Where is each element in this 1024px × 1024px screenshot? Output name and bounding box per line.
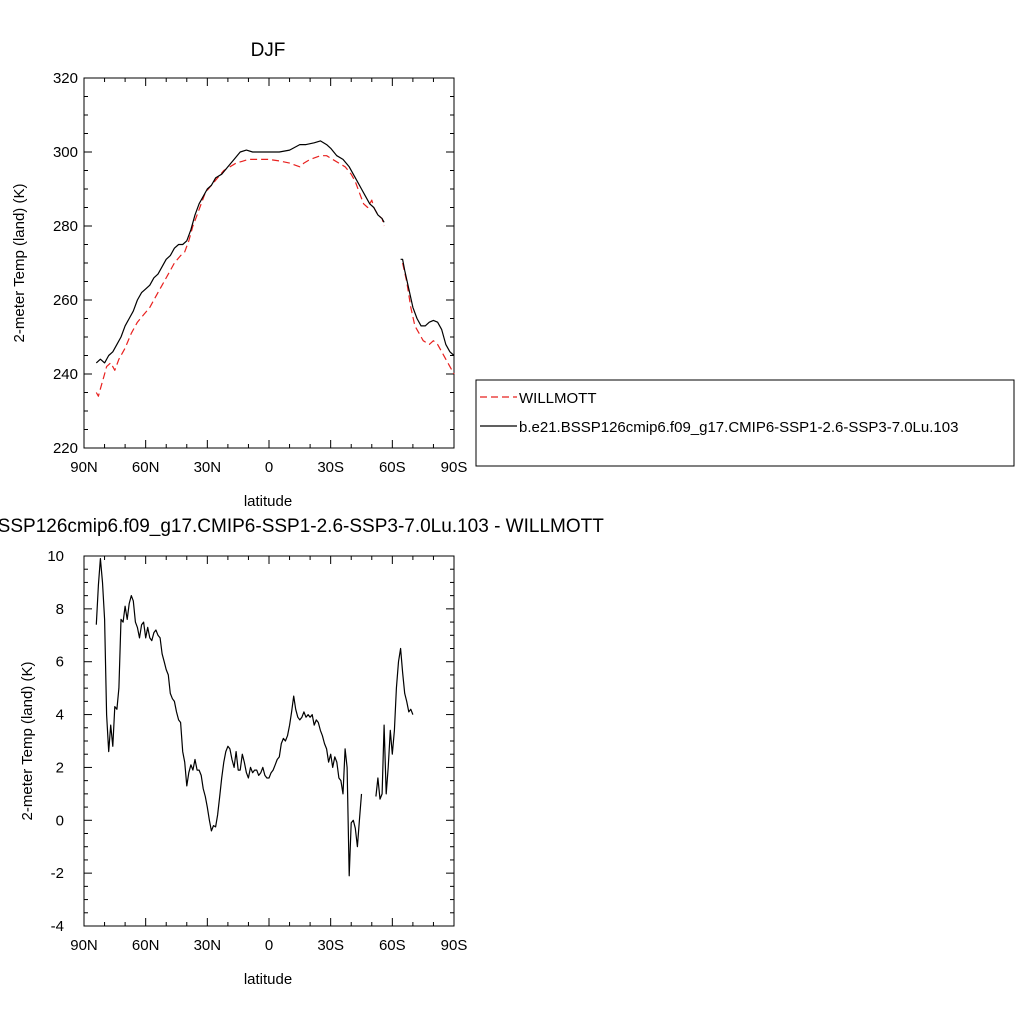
top-y-tick-label: 300 — [53, 144, 78, 161]
top-series-1-line-segment-1 — [400, 258, 455, 356]
panel-top: DJF 90N 60N 30N 0 30S 60S 90S 220 240 26… — [11, 40, 467, 510]
legend-label-model: b.e21.BSSP126cmip6.f09_g17.CMIP6-SSP1-2.… — [519, 419, 958, 436]
bottom-series-0-line-segment-1 — [375, 647, 414, 800]
bottom-x-tick-label: 60S — [379, 937, 406, 954]
top-y-tick-labels: 220 240 260 280 300 320 — [53, 70, 78, 457]
bottom-x-tick-label: 60N — [132, 937, 160, 954]
top-x-tick-label: 90N — [70, 459, 98, 476]
bottom-x-tick-label: 30N — [194, 937, 222, 954]
bottom-series-lines — [95, 558, 414, 877]
bottom-y-tick-label: 0 — [56, 812, 64, 829]
bottom-series-0-line-segment-0 — [95, 558, 363, 877]
top-y-axis-label: 2-meter Temp (land) (K) — [11, 184, 28, 343]
bottom-ticks — [83, 555, 455, 927]
top-x-tick-label: 0 — [265, 459, 273, 476]
top-series-0-line-segment-1 — [402, 262, 455, 375]
top-x-axis-label: latitude — [244, 493, 292, 510]
bottom-y-tick-label: 6 — [56, 654, 64, 671]
top-x-tick-labels: 90N 60N 30N 0 30S 60S 90S — [70, 459, 467, 476]
bottom-x-tick-labels: 90N 60N 30N 0 30S 60S 90S — [70, 937, 467, 954]
top-x-tick-label: 60N — [132, 459, 160, 476]
top-ticks — [83, 77, 455, 449]
bottom-x-tick-label: 90S — [441, 937, 468, 954]
top-x-tick-label: 30S — [317, 459, 344, 476]
legend: WILLMOTT b.e21.BSSP126cmip6.f09_g17.CMIP… — [475, 379, 1015, 467]
panel-bottom: b.e21.BSSP126cmip6.f09_g17.CMIP6-SSP1-2.… — [0, 516, 604, 988]
legend-label-willmott: WILLMOTT — [519, 390, 597, 407]
top-series-1-line-segment-0 — [95, 140, 385, 364]
bottom-plot-frame — [83, 555, 455, 927]
top-y-tick-label: 280 — [53, 218, 78, 235]
top-y-tick-label: 220 — [53, 440, 78, 457]
top-x-tick-label: 90S — [441, 459, 468, 476]
top-y-tick-label: 320 — [53, 70, 78, 87]
top-y-tick-label: 240 — [53, 366, 78, 383]
bottom-y-tick-label: 4 — [56, 707, 64, 724]
bottom-x-axis-label: latitude — [244, 971, 292, 988]
top-chart-title: DJF — [251, 40, 286, 61]
bottom-y-tick-label: 8 — [56, 601, 64, 618]
top-series-lines — [95, 140, 455, 397]
bottom-x-tick-label: 0 — [265, 937, 273, 954]
bottom-x-tick-label: 90N — [70, 937, 98, 954]
bottom-y-tick-labels: -4 -2 0 2 4 6 8 10 — [47, 548, 64, 935]
top-y-tick-label: 260 — [53, 292, 78, 309]
bottom-x-tick-label: 30S — [317, 937, 344, 954]
top-plot-frame — [83, 77, 455, 449]
top-x-tick-label: 30N — [194, 459, 222, 476]
bottom-y-tick-label: -2 — [51, 865, 64, 882]
top-series-0-line-segment-0 — [95, 155, 385, 397]
bottom-y-axis-label: 2-meter Temp (land) (K) — [19, 662, 36, 821]
bottom-y-tick-label: -4 — [51, 918, 64, 935]
legend-box — [475, 379, 1015, 467]
bottom-y-tick-label: 2 — [56, 759, 64, 776]
top-x-tick-label: 60S — [379, 459, 406, 476]
bottom-y-tick-label: 10 — [47, 548, 64, 565]
bottom-chart-title: b.e21.BSSP126cmip6.f09_g17.CMIP6-SSP1-2.… — [0, 516, 604, 537]
